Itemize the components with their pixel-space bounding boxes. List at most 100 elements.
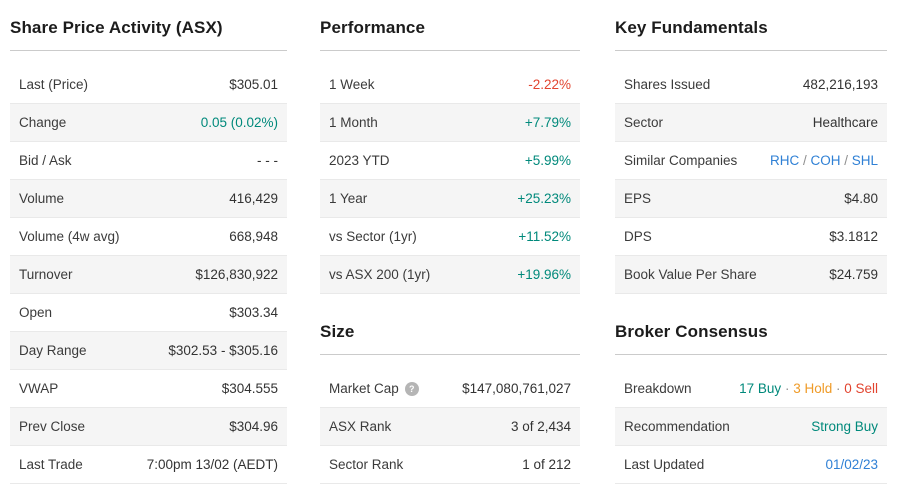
help-icon[interactable]: ? bbox=[404, 381, 419, 396]
table-row: Prev Close $304.96 bbox=[10, 408, 287, 446]
row-value: 482,216,193 bbox=[803, 77, 878, 92]
row-label: 1 Week bbox=[329, 77, 375, 92]
row-value: $305.01 bbox=[229, 77, 278, 92]
row-label: DPS bbox=[624, 229, 652, 244]
value-text: $3.1812 bbox=[829, 229, 878, 244]
row-label: Change bbox=[19, 115, 67, 130]
hold-count: 3 Hold bbox=[793, 381, 833, 396]
table-row: 2023 YTD +5.99% bbox=[320, 142, 580, 180]
similar-company-link-shl[interactable]: SHL bbox=[851, 153, 878, 168]
section-title: Key Fundamentals bbox=[615, 8, 887, 51]
row-label: Similar Companies bbox=[624, 153, 738, 168]
row-label: Last Updated bbox=[624, 457, 705, 472]
value-text: · bbox=[832, 381, 845, 396]
value-text: +25.23% bbox=[517, 191, 571, 206]
value-text: $147,080,761,027 bbox=[462, 381, 571, 396]
row-label: Volume (4w avg) bbox=[19, 229, 120, 244]
similar-company-link-coh[interactable]: COH bbox=[810, 153, 841, 168]
row-value: $147,080,761,027 bbox=[462, 381, 571, 396]
row-label-wrap: DPS bbox=[624, 229, 652, 244]
row-label-wrap: ASX Rank bbox=[329, 419, 391, 434]
row-value: -2.22% bbox=[528, 77, 571, 92]
column-right: Key Fundamentals Shares Issued 482,216,193… bbox=[615, 8, 887, 484]
row-value: +7.79% bbox=[525, 115, 571, 130]
row-label-wrap: Prev Close bbox=[19, 419, 85, 434]
change-value: 0.05 (0.02%) bbox=[200, 115, 278, 130]
row-label-wrap: Breakdown bbox=[624, 381, 692, 396]
size-table: Market Cap? $147,080,761,027 ASX Rank 3 of … bbox=[320, 370, 580, 484]
row-value: $3.1812 bbox=[829, 229, 878, 244]
row-value: $126,830,922 bbox=[195, 267, 278, 282]
row-label-wrap: vs ASX 200 (1yr) bbox=[329, 267, 430, 282]
last-updated-link[interactable]: 01/02/23 bbox=[825, 457, 878, 472]
row-value: $24.759 bbox=[829, 267, 878, 282]
table-row: VWAP $304.555 bbox=[10, 370, 287, 408]
table-row: Breakdown 17 Buy · 3 Hold · 0 Sell bbox=[615, 370, 887, 408]
stock-summary-page: Share Price Activity (ASX) Last (Price) $3… bbox=[10, 8, 887, 484]
value-text: $304.555 bbox=[221, 381, 278, 396]
section-title: Performance bbox=[320, 8, 580, 51]
table-row: Recommendation Strong Buy bbox=[615, 408, 887, 446]
buy-count: 17 Buy bbox=[739, 381, 782, 396]
value-text: $303.34 bbox=[229, 305, 278, 320]
row-label: Breakdown bbox=[624, 381, 692, 396]
row-value: 01/02/23 bbox=[825, 457, 878, 472]
row-value: 0.05 (0.02%) bbox=[201, 115, 278, 130]
row-label-wrap: Last Trade bbox=[19, 457, 83, 472]
value-text: / bbox=[840, 153, 852, 168]
row-label-wrap: Volume bbox=[19, 191, 64, 206]
row-label-wrap: Similar Companies bbox=[624, 153, 737, 168]
row-label-wrap: Shares Issued bbox=[624, 77, 710, 92]
row-label-wrap: Day Range bbox=[19, 343, 87, 358]
table-row: vs ASX 200 (1yr) +19.96% bbox=[320, 256, 580, 294]
row-label: Open bbox=[19, 305, 53, 320]
section-title: Broker Consensus bbox=[615, 312, 887, 355]
row-label: Prev Close bbox=[19, 419, 86, 434]
table-row: Last Trade 7:00pm 13/02 (AEDT) bbox=[10, 446, 287, 484]
row-label: Book Value Per Share bbox=[624, 267, 757, 282]
row-label-wrap: Volume (4w avg) bbox=[19, 229, 120, 244]
row-value: $304.96 bbox=[229, 419, 278, 434]
broker-table: Breakdown 17 Buy · 3 Hold · 0 Sell Recomme… bbox=[615, 370, 887, 484]
value-text: · bbox=[781, 381, 794, 396]
row-label: EPS bbox=[624, 191, 652, 206]
row-label: ASX Rank bbox=[329, 419, 392, 434]
row-label: Sector bbox=[624, 115, 664, 130]
value-text: / bbox=[799, 153, 811, 168]
sell-count: 0 Sell bbox=[844, 381, 878, 396]
row-label-wrap: Last Updated bbox=[624, 457, 704, 472]
row-value: RHC / COH / SHL bbox=[770, 153, 878, 168]
row-label: 2023 YTD bbox=[329, 153, 390, 168]
table-row: Bid / Ask - - - bbox=[10, 142, 287, 180]
row-label-wrap: Sector bbox=[624, 115, 663, 130]
value-text: $305.01 bbox=[229, 77, 278, 92]
table-row: Change 0.05 (0.02%) bbox=[10, 104, 287, 142]
table-row: Open $303.34 bbox=[10, 294, 287, 332]
value-text: 7:00pm 13/02 (AEDT) bbox=[146, 457, 278, 472]
row-value: Healthcare bbox=[813, 115, 878, 130]
table-row: Sector Healthcare bbox=[615, 104, 887, 142]
row-label-wrap: VWAP bbox=[19, 381, 58, 396]
row-label-wrap: Recommendation bbox=[624, 419, 730, 434]
row-label-wrap: EPS bbox=[624, 191, 651, 206]
row-label-wrap: vs Sector (1yr) bbox=[329, 229, 417, 244]
performance-table: 1 Week -2.22% 1 Month +7.79% 2023 YTD +5.99% 1… bbox=[320, 66, 580, 294]
table-row: Last (Price) $305.01 bbox=[10, 66, 287, 104]
section-share-price-activity: Share Price Activity (ASX) Last (Price) $3… bbox=[10, 8, 287, 484]
value-text: +11.52% bbox=[518, 229, 571, 244]
value-text: 482,216,193 bbox=[802, 77, 878, 92]
value-text: $126,830,922 bbox=[195, 267, 278, 282]
value-text: -2.22% bbox=[528, 77, 571, 92]
similar-company-link-rhc[interactable]: RHC bbox=[769, 153, 800, 168]
section-broker-consensus: Broker Consensus Breakdown 17 Buy · 3 Hold… bbox=[615, 312, 887, 484]
row-value: - - - bbox=[257, 153, 278, 168]
value-text: $304.96 bbox=[229, 419, 278, 434]
column-middle: Performance 1 Week -2.22% 1 Month +7.79% 2023… bbox=[320, 8, 580, 484]
row-label: Turnover bbox=[19, 267, 73, 282]
value-text: 1 of 212 bbox=[522, 457, 571, 472]
table-row: EPS $4.80 bbox=[615, 180, 887, 218]
row-label: Recommendation bbox=[624, 419, 730, 434]
row-label-wrap: Change bbox=[19, 115, 66, 130]
section-size: Size Market Cap? $147,080,761,027 ASX Rank 3… bbox=[320, 312, 580, 484]
value-text: +5.99% bbox=[524, 153, 571, 168]
